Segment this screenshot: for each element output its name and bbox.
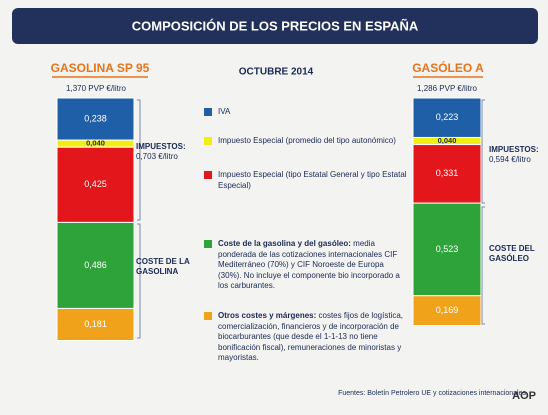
source: Fuentes: Boletín Petrolero UE y cotizaci… [338,390,526,397]
annotation-value: 0,594 €/litro [489,155,531,164]
legend-entry: IVA [218,107,408,118]
value-label: 0,169 [436,305,459,315]
bar-segment [56,146,135,223]
legend-swatch [204,108,212,116]
bar-segment [56,221,135,309]
value-label: 0,523 [436,244,459,254]
bracket [481,99,485,204]
bar-segment [412,295,482,327]
legend-swatch [204,171,212,179]
value-label: 0,223 [436,112,459,122]
chart-title: COMPOSICIÓN DE LOS PRECIOS EN ESPAÑA [132,18,419,33]
title-banner [12,8,538,44]
bracket [137,99,141,221]
annotation-text: COSTE DE LA [136,257,190,266]
cost-annotation: COSTE DE LA GASOLINA [136,257,190,277]
taxes-annotation: IMPUESTOS: 0,703 €/litro [136,142,186,162]
value-label: 0,486 [84,260,107,270]
legend-swatch [204,240,212,248]
taxes-annotation: IMPUESTOS: 0,594 €/litro [489,145,539,165]
annotation-text: COSTE DEL [489,244,535,253]
value-label: 0,425 [84,179,107,189]
logo: AOP [512,390,536,402]
legend-swatch [204,137,212,145]
value-label: 0,238 [84,113,107,123]
bar-segment [412,144,482,204]
total-label: 1,370 PVP €/litro [66,84,126,93]
annotation-title: IMPUESTOS: [489,145,539,154]
annotation-text: GASÓLEO [489,254,530,263]
legend-description: media ponderada de las cotizaciones inte… [218,239,400,290]
legend-label: Otros costes y márgenes: [218,311,317,320]
total-label: 1,286 PVP €/litro [417,84,477,93]
legend-entry: Otros costes y márgenes: costes fijos de… [218,311,408,364]
legend-label: IVA [218,107,231,116]
cost-annotation: COSTE DEL GASÓLEO [489,244,535,264]
legend-entry: Impuesto Especial (tipo Estatal General … [218,170,408,191]
bar-segment [412,97,482,138]
bar-segment [56,97,135,141]
annotation-title: IMPUESTOS: [136,142,186,151]
legend-entry: Impuesto Especial (promedio del tipo aut… [218,136,408,147]
value-label: 0,040 [86,139,105,148]
subtitle: OCTUBRE 2014 [239,67,314,78]
value-label: 0,181 [84,319,107,329]
legend-label: Impuesto Especial (tipo Estatal General … [218,170,407,190]
legend-label: Coste de la gasolina y del gasóleo: [218,239,351,248]
bracket [481,206,485,325]
value-label: 0,331 [436,168,459,178]
bar-segment [56,307,135,341]
annotation-value: 0,703 €/litro [136,152,178,161]
bracket [137,223,141,339]
legend-swatch [204,312,212,320]
legend-entry: Coste de la gasolina y del gasóleo: medi… [218,239,408,292]
bar-segment [412,202,482,297]
annotation-text: GASOLINA [136,267,179,276]
category-label: GASOLINA SP 95 [51,61,150,75]
legend-label: Impuesto Especial (promedio del tipo aut… [218,136,396,145]
value-label: 0,040 [438,136,457,145]
legend-description: costes fijos de logística, comercializac… [218,311,403,362]
category-label: GASÓLEO A [412,60,484,75]
